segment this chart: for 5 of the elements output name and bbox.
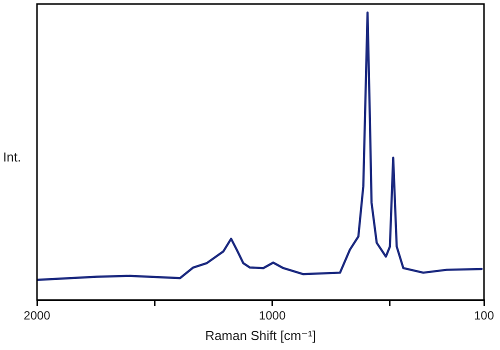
x-tick-label: 2000 [24,308,51,323]
y-axis-title: Int. [3,150,22,164]
x-tick-label: 1000 [258,308,286,323]
x-tick-label: 100 [474,308,494,323]
x-axis-title: Raman Shift [cm⁻¹] [205,328,316,343]
